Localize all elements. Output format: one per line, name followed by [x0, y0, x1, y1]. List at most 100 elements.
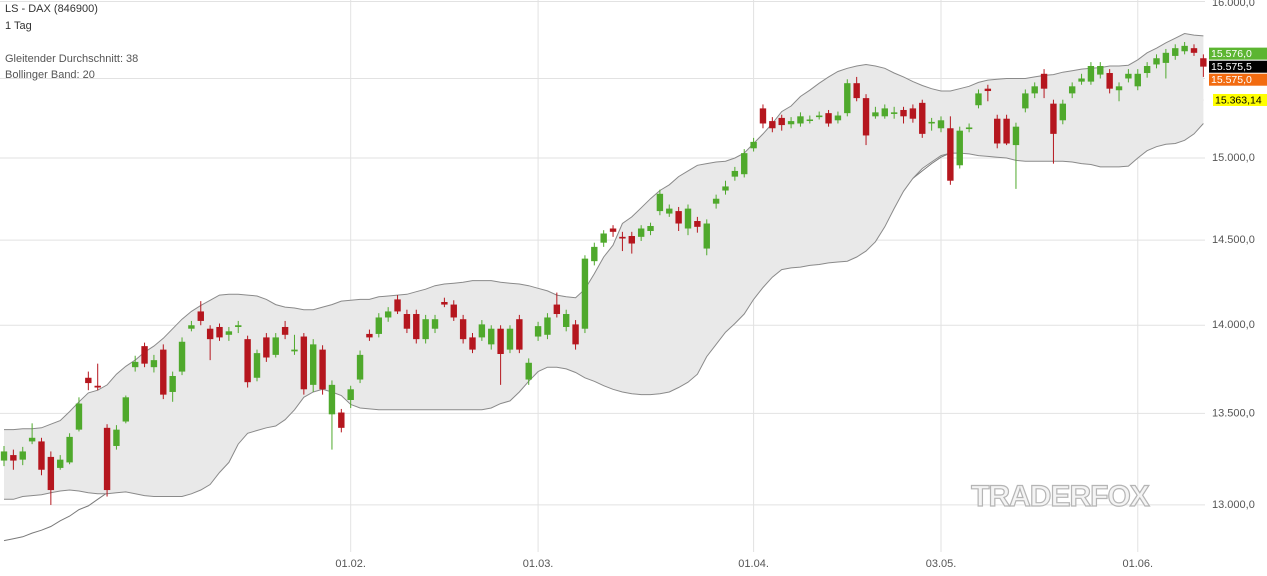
candle-body — [834, 115, 842, 121]
candle-body — [928, 121, 935, 124]
candle-body — [10, 455, 17, 461]
x-tick-label: 01.02. — [335, 558, 366, 570]
y-tick-label: 14.500,0 — [1212, 234, 1255, 246]
candle-body — [637, 228, 645, 237]
candle-body — [235, 325, 242, 327]
candle-body — [57, 459, 64, 468]
candle-body — [984, 88, 992, 92]
candle-body — [113, 429, 120, 446]
candle-body — [356, 354, 364, 380]
candle-body — [956, 130, 963, 166]
candle-body — [591, 246, 598, 262]
candle-body — [759, 108, 767, 124]
price-label: 15.576,0 — [1211, 48, 1252, 60]
candle-body — [1012, 126, 1020, 146]
candle-body — [881, 108, 888, 117]
candle-body — [1143, 66, 1151, 74]
y-tick-label: 14.000,0 — [1212, 319, 1255, 331]
candle-body — [188, 325, 195, 329]
candle-body — [450, 304, 457, 318]
candle-body — [394, 299, 401, 312]
candle-body — [516, 319, 523, 350]
candle-body — [525, 362, 532, 380]
candles — [0, 42, 1207, 505]
candle-body — [469, 337, 476, 350]
x-tick-label: 01.06. — [1122, 558, 1153, 570]
candle-body — [291, 349, 298, 352]
candle-body — [1162, 52, 1170, 63]
candle-body — [1050, 103, 1057, 134]
price-label: 15.575,5 — [1211, 61, 1252, 73]
candle-body — [0, 451, 8, 461]
y-tick-label: 13.000,0 — [1212, 499, 1255, 511]
candle-body — [1153, 58, 1160, 65]
candle-body — [38, 441, 45, 470]
candle-body — [131, 361, 139, 368]
candle-body — [1134, 73, 1141, 87]
candle-body — [909, 108, 917, 119]
candle-body — [66, 436, 73, 463]
candle-body — [769, 121, 776, 129]
candle-body — [619, 236, 626, 239]
candle-body — [122, 397, 130, 422]
price-label: 15.363,14 — [1215, 94, 1262, 106]
candle-body — [975, 93, 982, 106]
candle-body — [647, 226, 654, 231]
candle-body — [216, 326, 223, 338]
band-upper — [4, 32, 1204, 431]
candle-body — [347, 389, 354, 400]
candle-body — [778, 117, 785, 126]
candle-body — [141, 346, 148, 364]
candle-body — [459, 319, 467, 340]
candle-body — [1078, 78, 1085, 82]
candle-body — [947, 128, 954, 181]
candle-body — [441, 301, 448, 305]
candle-body — [563, 314, 570, 327]
candle-body — [1068, 86, 1076, 94]
candle-body — [609, 228, 617, 232]
candle-body — [750, 141, 757, 149]
candle-body — [694, 221, 701, 227]
candle-body — [825, 113, 832, 124]
candle-body — [253, 353, 261, 378]
candle-body — [1200, 58, 1207, 67]
candle-body — [103, 427, 111, 491]
candle-body — [919, 102, 926, 134]
candle-body — [581, 258, 589, 329]
candle-body — [488, 328, 495, 345]
candle-body — [572, 324, 579, 345]
candle-body — [1003, 118, 1010, 144]
chart-subtitle: 1 Tag — [5, 20, 32, 32]
candle-body — [937, 120, 945, 129]
candle-body — [862, 98, 870, 136]
candle-body — [1059, 103, 1067, 121]
candle-body — [178, 341, 186, 372]
candle-body — [1115, 86, 1123, 91]
y-tick-label: 13.500,0 — [1212, 407, 1255, 419]
indicator-label: Bollinger Band: 20 — [5, 69, 95, 81]
candle-body — [310, 344, 317, 385]
candle-body — [628, 235, 635, 244]
candle-body — [431, 319, 439, 329]
candle-body — [47, 456, 55, 491]
candle-body — [75, 403, 83, 430]
candle-body — [815, 115, 823, 118]
candle-body — [900, 109, 907, 117]
price-label-box — [1209, 47, 1267, 60]
candle-body — [1106, 73, 1113, 89]
x-tick-label: 01.03. — [523, 558, 554, 570]
candle-body — [1190, 48, 1198, 53]
candle-body — [872, 112, 879, 117]
candle-body — [666, 208, 673, 214]
x-tick-label: 03.05. — [926, 558, 957, 570]
candle-body — [853, 83, 860, 99]
candle-body — [741, 153, 748, 175]
candle-body — [319, 349, 326, 390]
candle-body — [1172, 48, 1179, 56]
candle-body — [600, 233, 607, 243]
candle-body — [375, 317, 382, 334]
chart-title: LS - DAX (846900) — [5, 3, 98, 15]
candle-body — [272, 337, 279, 355]
